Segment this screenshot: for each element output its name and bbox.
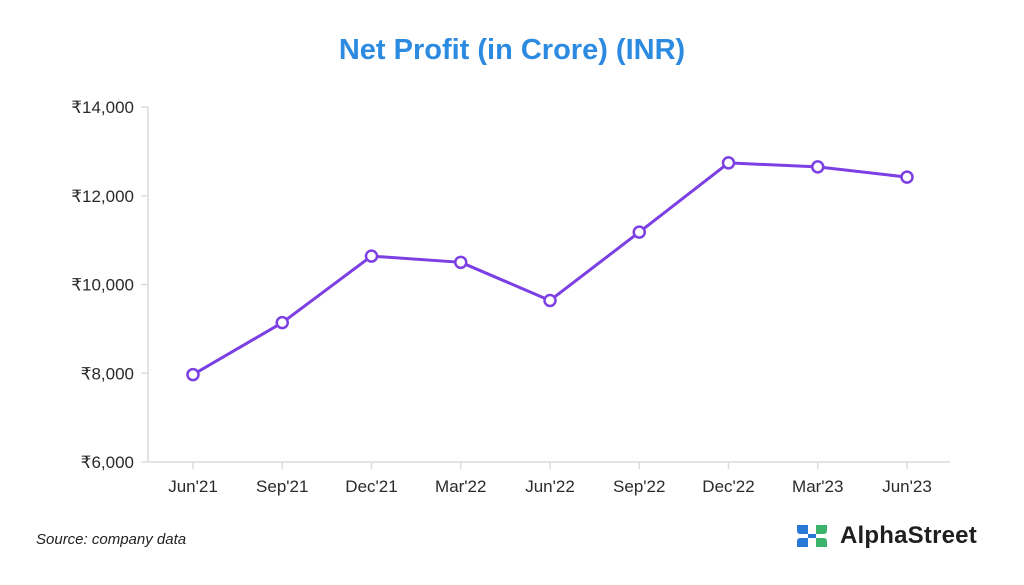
x-tick-label: Jun'22 <box>525 477 575 496</box>
chart-title: Net Profit (in Crore) (INR) <box>338 34 686 66</box>
data-point <box>632 225 646 239</box>
series-line <box>192 161 908 376</box>
x-tick-label: Dec'22 <box>702 477 754 496</box>
y-tick-label: ₹12,000 <box>71 187 134 206</box>
x-tick-label: Mar'23 <box>792 477 843 496</box>
x-tick-label: Jun'21 <box>168 477 218 496</box>
data-point <box>275 315 289 330</box>
x-tick-label: Mar'22 <box>435 477 486 496</box>
y-tick-label: ₹8,000 <box>81 364 134 383</box>
x-axis: Jun'21 Sep'21 Dec'21 Mar'22 Jun'22 Sep'22 Dec'… <box>148 461 950 496</box>
data-point <box>454 255 468 270</box>
data-point <box>364 249 379 263</box>
data-point <box>186 367 200 382</box>
y-tick-label: ₹14,000 <box>71 98 134 117</box>
data-point <box>811 160 825 174</box>
alphastreet-logo-icon <box>797 525 827 547</box>
series-net-profit <box>186 156 914 382</box>
y-axis: ₹6,000 ₹8,000 ₹10,000 ₹12,000 ₹14,000 <box>71 98 149 472</box>
brand-logo: AlphaStreet <box>794 522 977 550</box>
x-tick-label: Sep'21 <box>256 477 308 496</box>
brand-name: AlphaStreet <box>840 522 977 549</box>
y-tick-label: ₹6,000 <box>81 453 134 472</box>
data-point <box>721 156 736 170</box>
data-point <box>543 293 557 308</box>
y-tick-label: ₹10,000 <box>71 276 134 295</box>
source-note: Source: company data <box>36 531 187 548</box>
x-tick-label: Dec'21 <box>345 477 397 496</box>
x-tick-label: Sep'22 <box>613 477 665 496</box>
x-tick-label: Jun'23 <box>882 477 932 496</box>
data-point <box>900 170 914 184</box>
